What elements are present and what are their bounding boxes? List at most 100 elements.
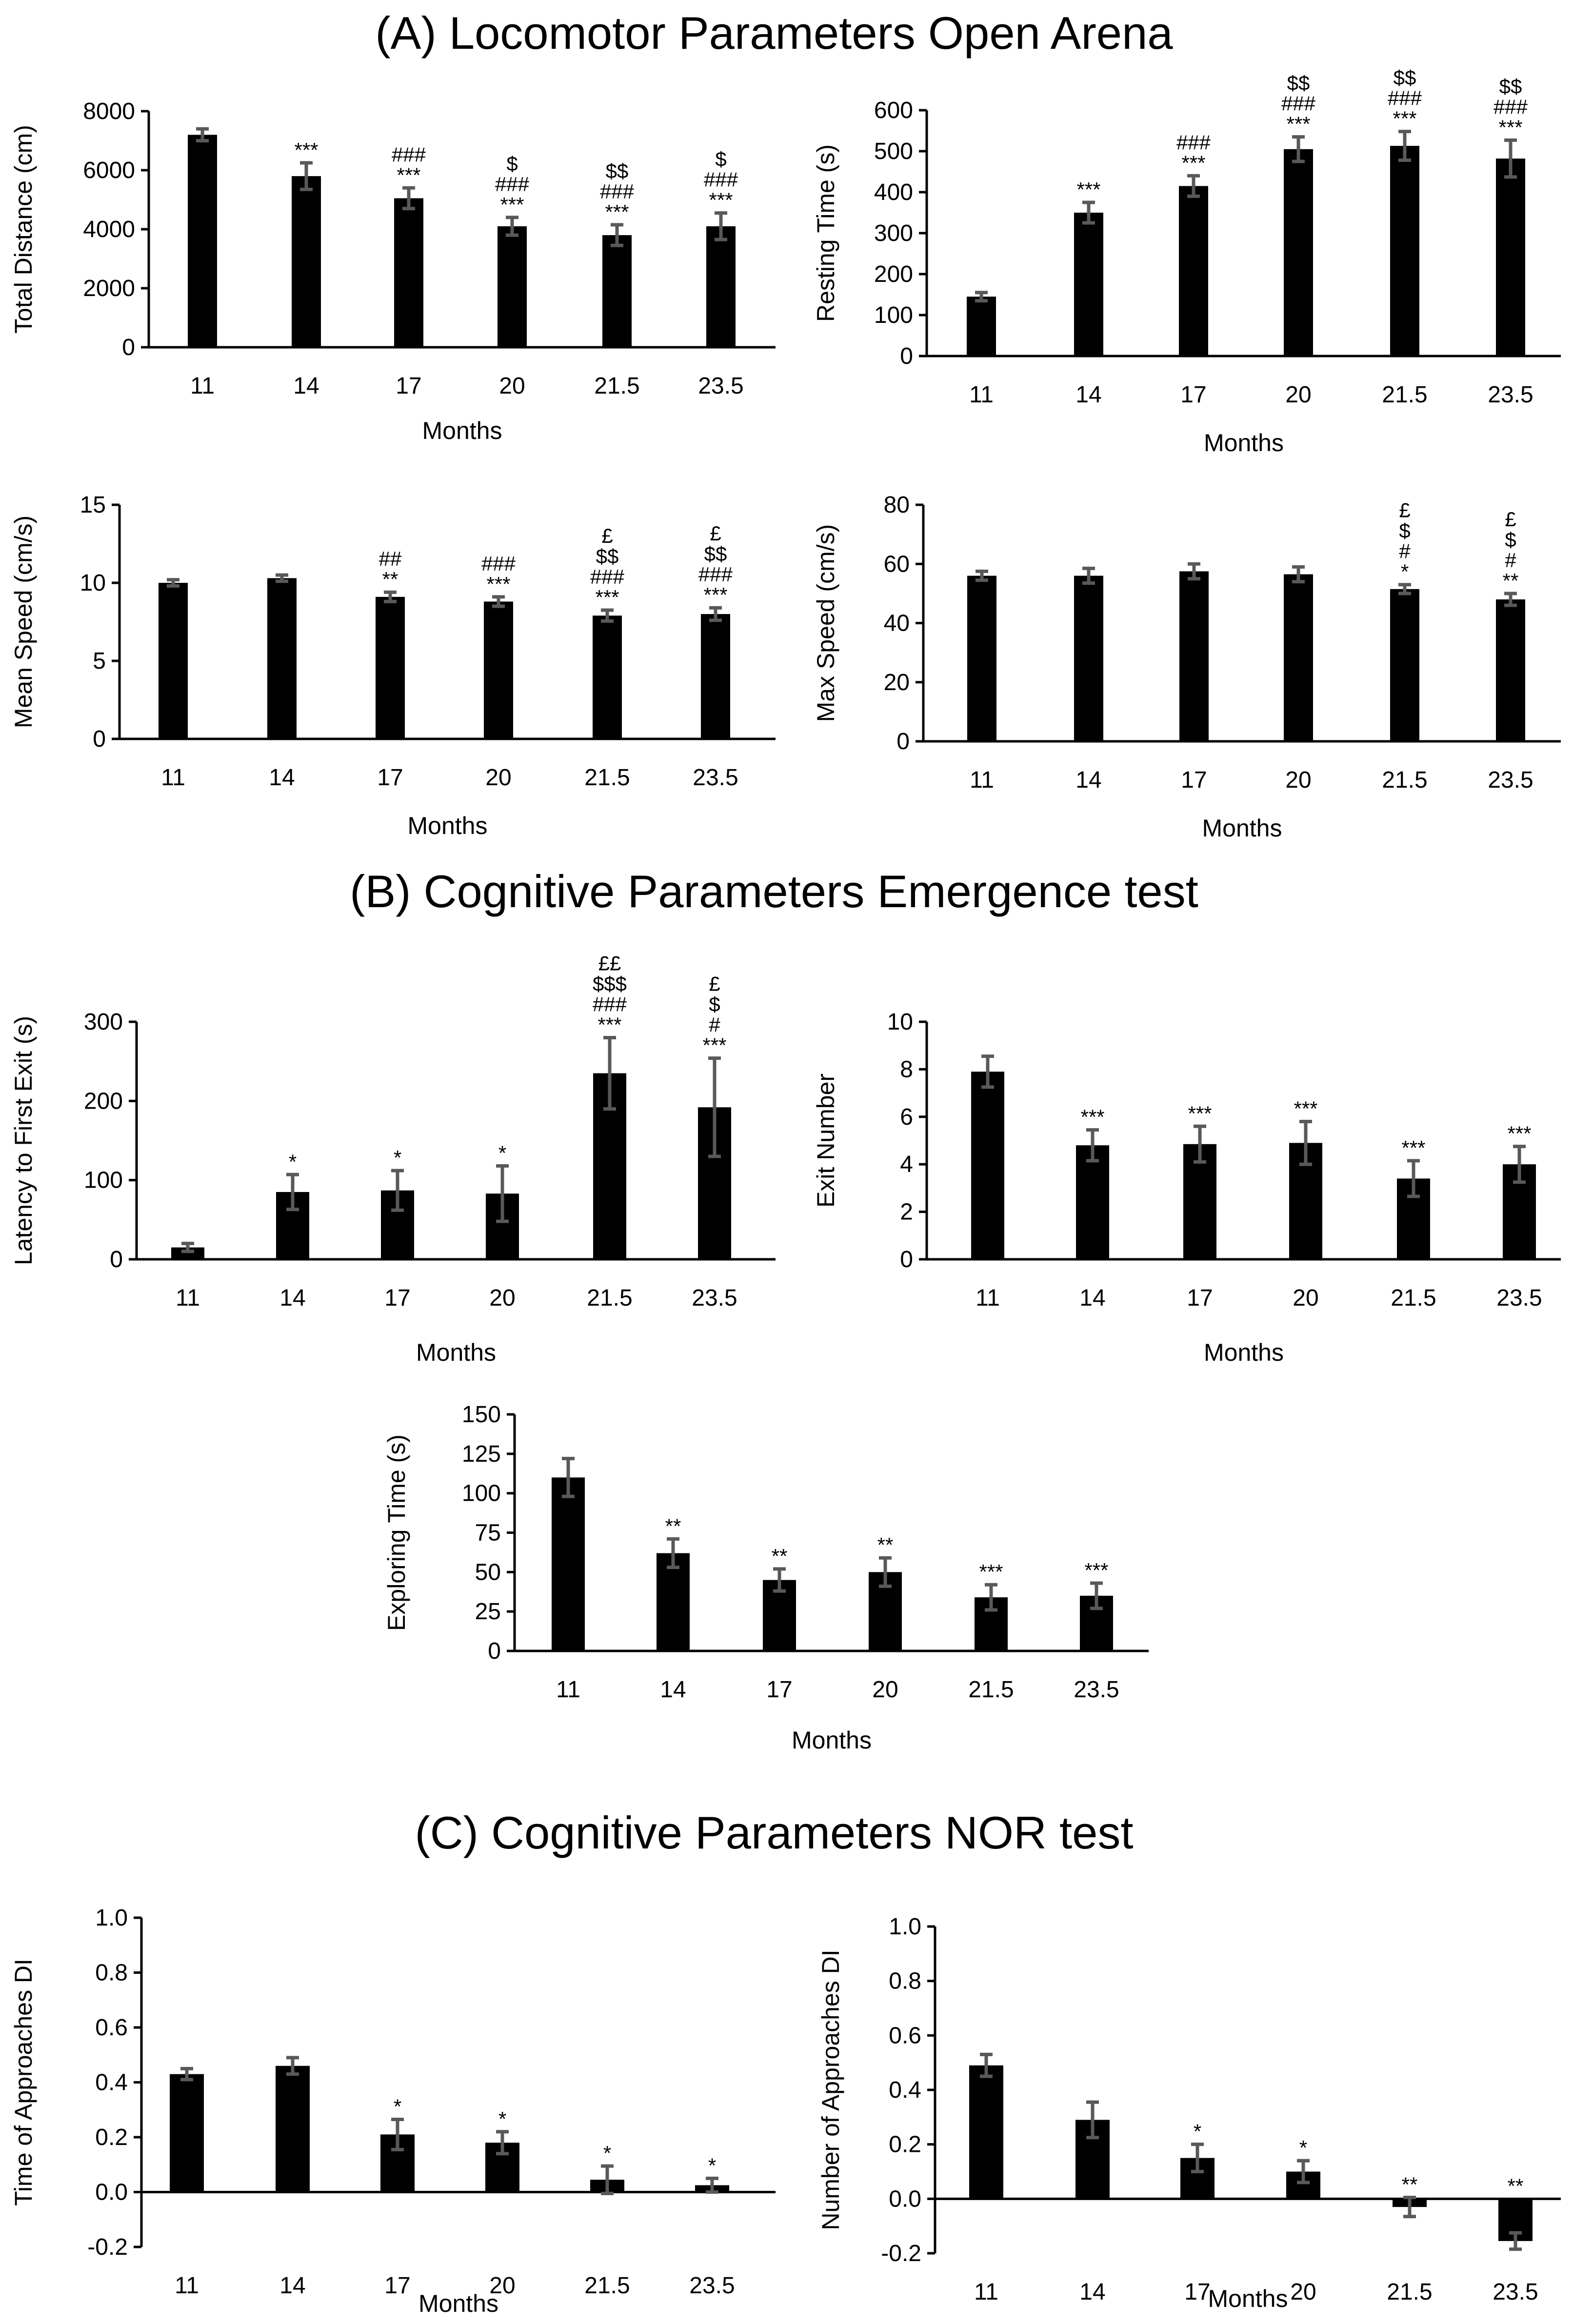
significance-label: ###	[481, 552, 516, 575]
bar	[170, 2074, 204, 2192]
x-tick-label: 17	[1187, 1285, 1213, 1311]
bar	[1179, 571, 1209, 741]
x-tick-label: 23.5	[693, 765, 738, 791]
x-tick-label: 23.5	[1496, 1285, 1542, 1311]
bar	[1496, 599, 1525, 741]
x-tick-label: 17	[1184, 2279, 1210, 2305]
chart-number-approaches-di: -0.2 0.0 0.2 0.4 0.6 0.8 1.0 11 14 17 * 20 * 21.5 ** 23…	[817, 1914, 1561, 2312]
bar	[376, 596, 405, 739]
significance-label: ***	[1181, 151, 1205, 174]
y-tick-label: 400	[874, 179, 913, 205]
significance-label: ###	[590, 565, 625, 588]
y-axis-title: Resting Time (s)	[812, 144, 839, 322]
significance-label: ***	[1076, 178, 1100, 201]
x-axis-title: Months	[416, 1339, 496, 1366]
y-tick-label: 0	[900, 1247, 913, 1272]
significance-label: #	[1399, 540, 1411, 563]
significance-label: ###	[1176, 131, 1211, 154]
x-tick-label: 17	[384, 2273, 410, 2299]
y-tick-label: 4000	[83, 217, 135, 242]
y-tick-label: 60	[884, 551, 910, 577]
significance-label: ***	[1393, 107, 1416, 130]
x-tick-label: 14	[279, 1285, 305, 1311]
y-axis-title: Latency to First Exit (s)	[10, 1016, 37, 1265]
bar	[159, 583, 188, 739]
x-tick-label: 11	[969, 382, 994, 408]
x-tick-label: 23.5	[698, 373, 743, 399]
significance-label: *	[394, 2095, 401, 2118]
x-tick-label: 20	[485, 765, 511, 791]
x-axis-title: Months	[792, 1727, 872, 1754]
y-axis-title: Total Distance (cm)	[10, 125, 37, 334]
x-tick-label: 11	[161, 765, 185, 791]
significance-label: ###	[593, 993, 627, 1015]
significance-label: ***	[702, 1034, 726, 1057]
y-tick-label: 0	[93, 726, 106, 752]
significance-label: ###	[1281, 92, 1316, 115]
significance-label: ###	[698, 563, 733, 586]
x-tick-label: 21.5	[1391, 1285, 1436, 1311]
x-axis-title: Months	[1204, 1339, 1284, 1366]
y-tick-label: 1.0	[889, 1914, 921, 1940]
x-tick-label: 23.5	[1074, 1677, 1119, 1703]
significance-label: ***	[597, 1013, 621, 1036]
y-tick-label: 0.2	[889, 2132, 921, 2158]
significance-label: ***	[294, 139, 318, 161]
bar	[706, 226, 736, 347]
y-tick-label: 125	[462, 1441, 501, 1467]
x-axis-title: Months	[1208, 2285, 1288, 2312]
y-tick-label: 10	[887, 1009, 913, 1035]
y-tick-label: 300	[84, 1009, 123, 1035]
x-tick-label: 11	[974, 2279, 998, 2305]
bar	[1496, 159, 1525, 356]
significance-label: $	[1399, 519, 1410, 542]
x-tick-label: 21.5	[1387, 2279, 1432, 2305]
x-tick-label: 17	[1181, 767, 1207, 793]
x-tick-label: 21.5	[587, 1285, 632, 1311]
significance-label: *	[394, 1146, 401, 1169]
y-tick-label: 0	[900, 343, 913, 369]
y-tick-label: 6000	[83, 158, 135, 183]
y-tick-label: 150	[462, 1402, 501, 1428]
significance-label: #	[709, 1013, 720, 1036]
significance-label: $$	[1287, 72, 1310, 95]
bar	[1390, 589, 1419, 741]
x-tick-label: 17	[396, 373, 421, 399]
x-tick-label: 21.5	[1382, 382, 1427, 408]
significance-label: *	[1401, 560, 1409, 583]
y-tick-label: -0.2	[87, 2234, 128, 2260]
significance-label: ***	[1507, 1122, 1531, 1145]
significance-label: ##	[379, 547, 402, 570]
significance-label: ***	[486, 573, 510, 596]
x-tick-label: 11	[976, 1285, 1000, 1311]
y-tick-label: 40	[884, 611, 910, 636]
significance-label: **	[877, 1533, 894, 1556]
bar	[593, 616, 622, 739]
significance-label: **	[1503, 569, 1519, 592]
x-tick-label: 21.5	[1382, 767, 1427, 793]
x-axis-title: Months	[408, 812, 488, 839]
x-tick-label: 23.5	[689, 2273, 735, 2299]
significance-label: **	[382, 568, 398, 591]
significance-label: £	[709, 973, 720, 995]
x-tick-label: 14	[1079, 1285, 1105, 1311]
x-tick-label: 23.5	[1493, 2279, 1538, 2305]
section-title-c: (C) Cognitive Parameters NOR test	[415, 1807, 1133, 1858]
y-tick-label: 300	[874, 220, 913, 246]
significance-label: *	[498, 2107, 506, 2130]
x-tick-label: 17	[384, 1285, 410, 1311]
section-title-b: (B) Cognitive Parameters Emergence test	[350, 866, 1198, 917]
section-title-a: (A) Locomotor Parameters Open Arena	[375, 7, 1173, 59]
significance-label: $$	[704, 542, 727, 565]
significance-label: **	[1508, 2174, 1524, 2197]
x-tick-label: 20	[1285, 767, 1311, 793]
significance-label: $	[1505, 528, 1516, 551]
y-tick-label: 2	[900, 1199, 913, 1225]
bar	[394, 198, 423, 347]
significance-label: £	[1399, 499, 1410, 522]
x-tick-label: 17	[1180, 382, 1206, 408]
y-tick-label: 0.8	[95, 1960, 128, 1986]
